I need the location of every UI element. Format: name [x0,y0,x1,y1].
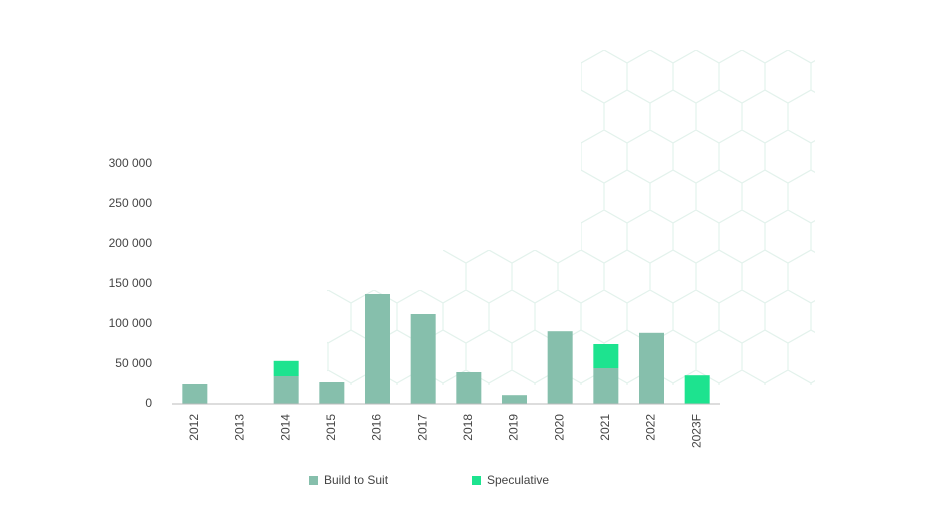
legend-swatch [309,476,318,485]
bar [365,294,390,404]
bar [684,375,710,404]
x-tick-label: 2016 [370,414,384,441]
x-tick-label: 2021 [598,414,612,441]
x-tick-label: 2017 [415,414,429,441]
legend-swatch [472,476,481,485]
legend-label: Speculative [487,473,549,487]
bar [639,332,664,404]
y-tick-label: 250 000 [109,196,153,210]
x-tick-label: 2022 [644,414,658,441]
x-tick-label: 2012 [187,414,201,441]
x-tick-label: 2020 [552,414,566,441]
bar [456,372,482,404]
background-decoration [327,50,815,385]
bar [319,382,345,404]
bar [502,395,527,404]
bar [593,368,619,404]
bar [410,314,436,404]
y-tick-label: 0 [145,396,152,410]
bar [182,384,208,404]
y-tick-label: 100 000 [109,316,153,330]
x-tick-label: 2023F [689,414,703,448]
y-tick-label: 150 000 [109,276,153,290]
x-tick-label: 2019 [507,414,521,441]
y-tick-label: 50 000 [115,356,152,370]
x-tick-label: 2015 [324,414,338,441]
bar [273,376,299,404]
legend-label: Build to Suit [324,473,389,487]
y-tick-label: 200 000 [109,236,153,250]
x-tick-label: 2014 [278,414,292,441]
y-tick-label: 300 000 [109,156,153,170]
bar [593,344,619,368]
bar [273,360,299,376]
x-tick-label: 2013 [233,414,247,441]
x-tick-label: 2018 [461,414,475,441]
bar [547,331,573,404]
